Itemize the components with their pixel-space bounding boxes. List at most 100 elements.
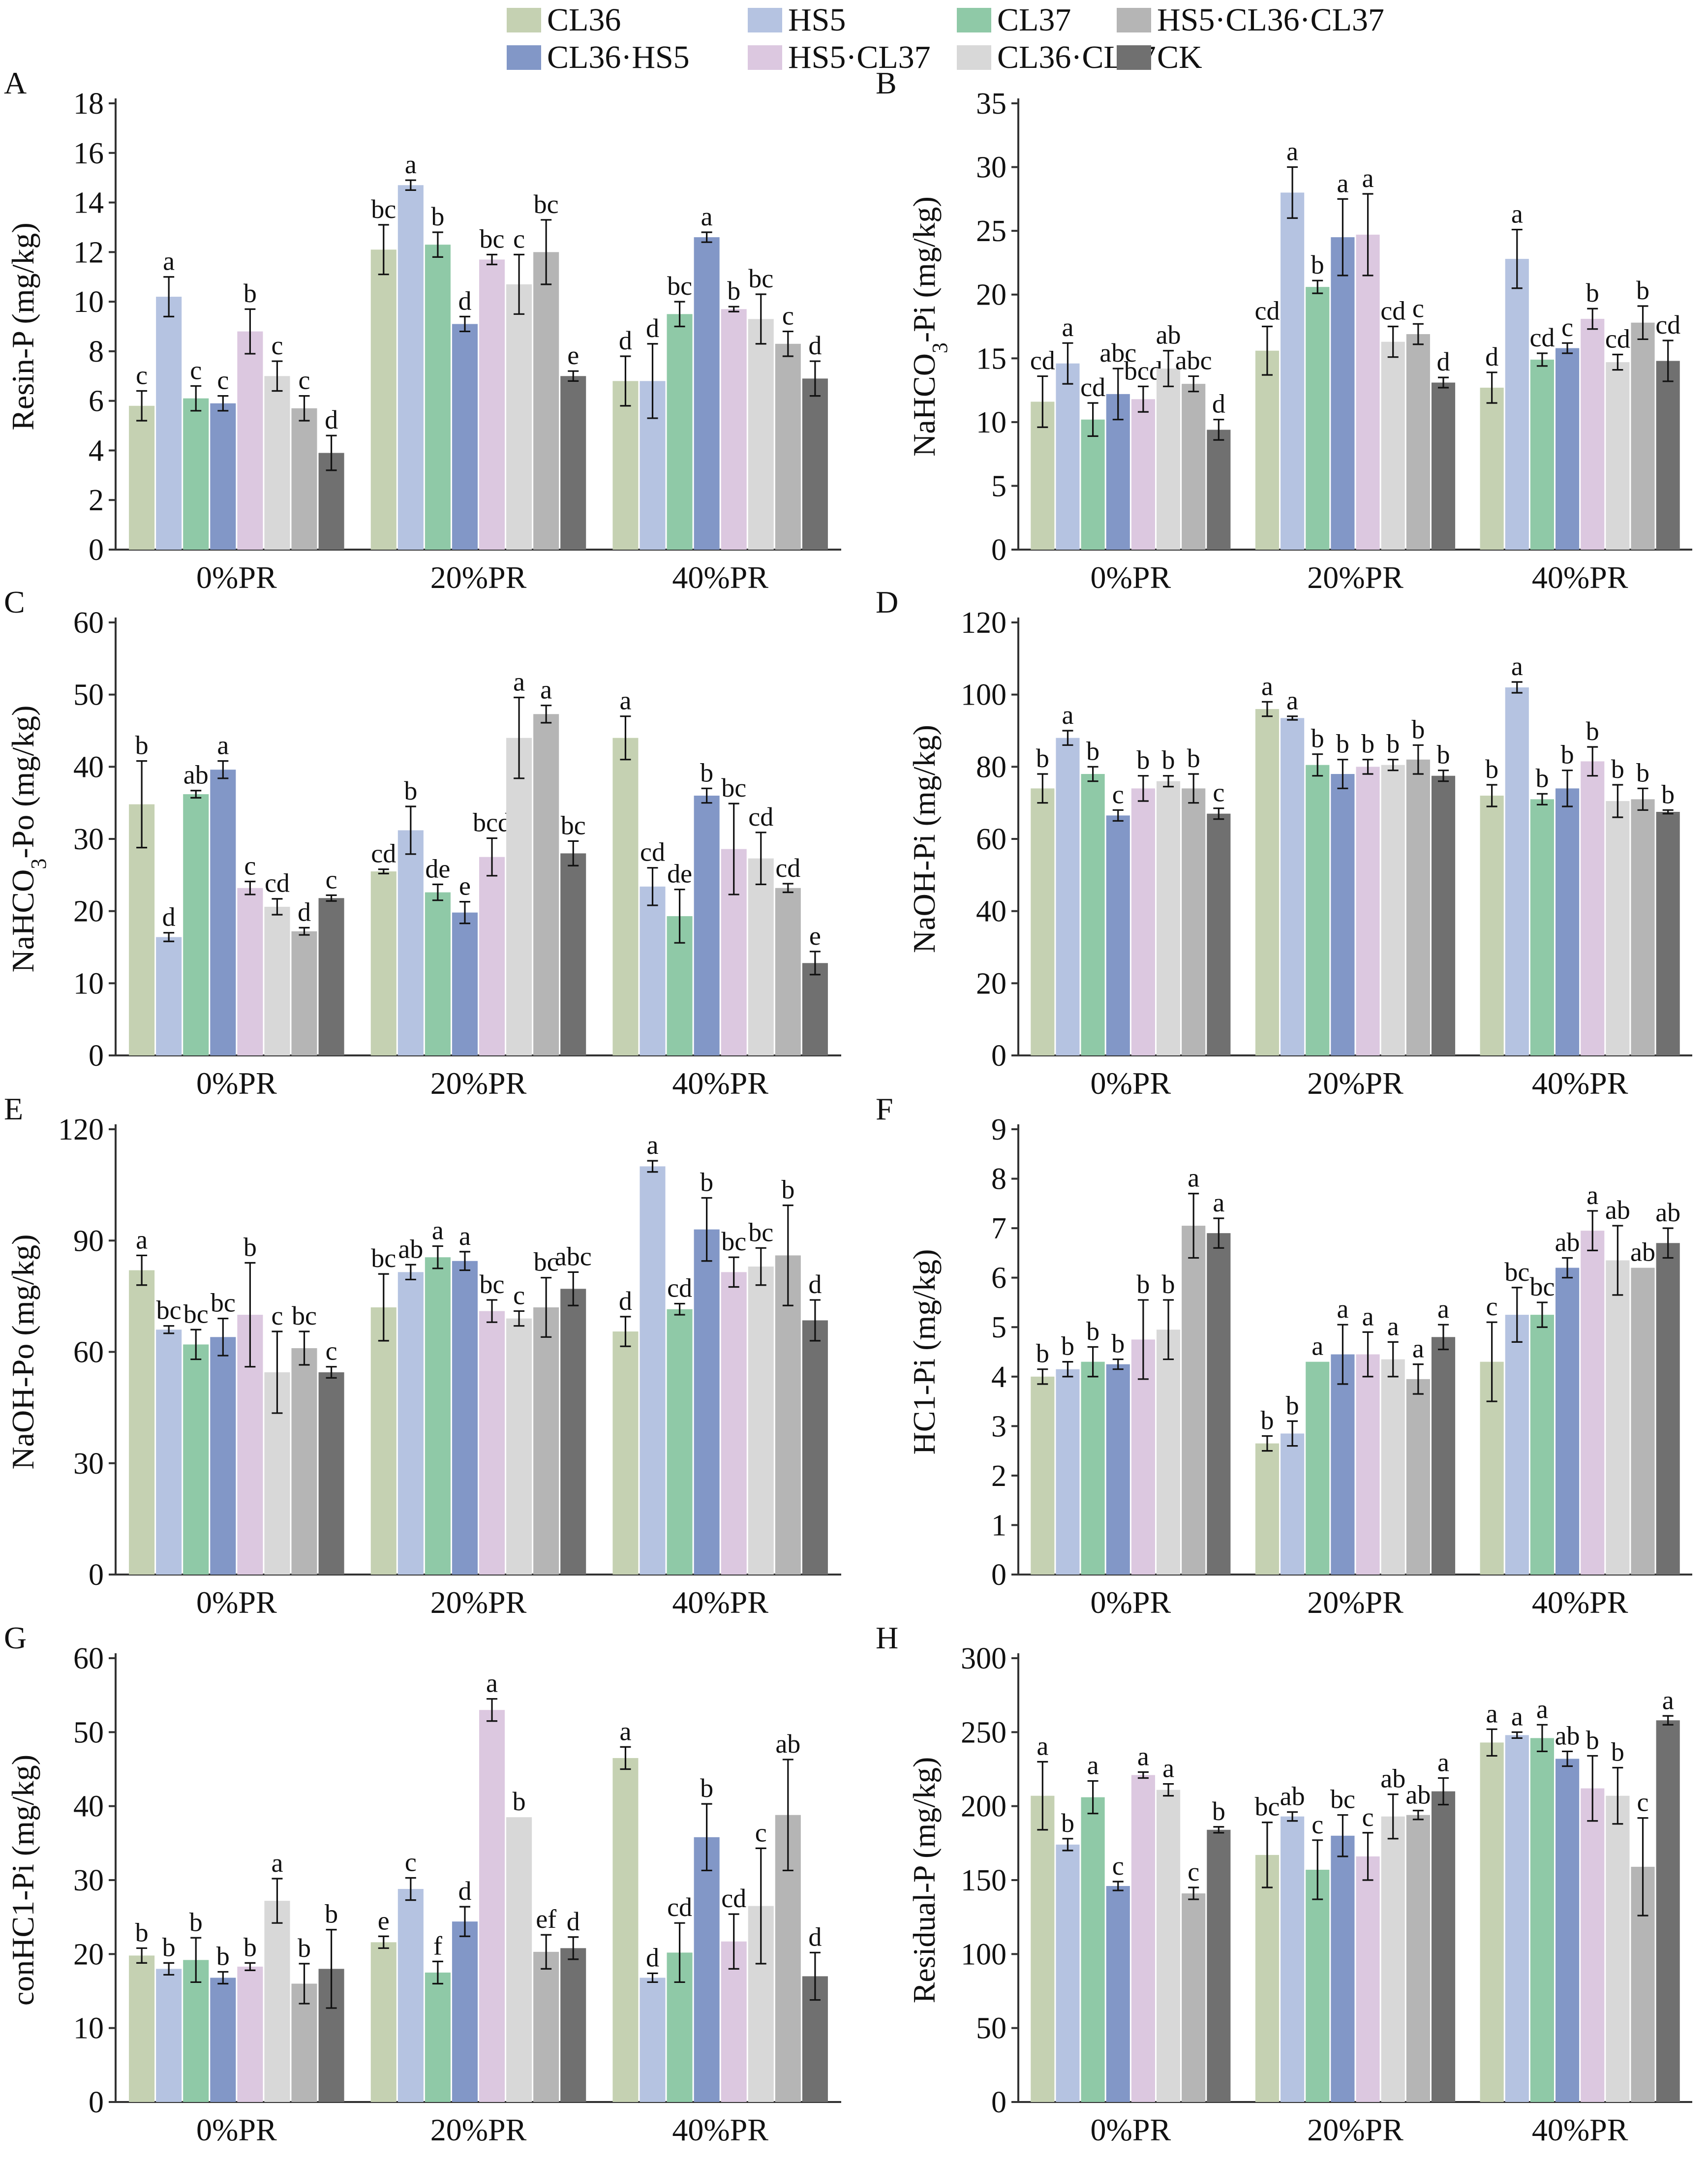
significance-letter: b xyxy=(700,758,713,787)
bar-hs5-cl36-cl37 xyxy=(1182,384,1206,550)
panel-letter: E xyxy=(4,1091,23,1126)
bar-hs5 xyxy=(1281,1433,1305,1575)
significance-letter: a xyxy=(1037,1731,1048,1761)
y-tick-label: 25 xyxy=(976,215,1006,248)
x-category-label: 20%PR xyxy=(430,560,527,595)
panel-letter: D xyxy=(876,585,898,619)
significance-letter: b xyxy=(1036,1339,1049,1368)
significance-letter: a xyxy=(1337,168,1348,198)
significance-letter: cd xyxy=(1080,372,1105,402)
bar-cl36-hs5 xyxy=(452,912,478,1055)
bar-cl36-hs5 xyxy=(1556,788,1580,1055)
bar-hs5-cl36-cl37 xyxy=(533,1307,559,1575)
significance-letter: abc xyxy=(555,1241,592,1271)
bar-cl36-hs5 xyxy=(1556,1759,1580,2102)
bar-hs5-cl36-cl37 xyxy=(1631,1267,1655,1575)
bar-cl36-hs5 xyxy=(1556,348,1580,550)
significance-letter: b xyxy=(189,1907,203,1937)
legend-swatch-ck xyxy=(1117,45,1151,70)
significance-letter: a xyxy=(1062,700,1073,730)
bar-hs5 xyxy=(156,1329,182,1575)
legend-swatch-cl36 xyxy=(507,8,541,32)
significance-letter: bc xyxy=(371,1243,396,1273)
significance-letter: ab xyxy=(1555,1721,1580,1750)
significance-letter: ab xyxy=(1555,1227,1580,1257)
bar-hs5 xyxy=(156,1969,182,2102)
significance-letter: b xyxy=(1311,724,1324,753)
bar-hs5-cl37 xyxy=(237,888,263,1055)
bar-hs5-cl36-cl37 xyxy=(291,1348,317,1575)
bar-cl36 xyxy=(612,1331,639,1575)
bar-cl36-hs5 xyxy=(452,1921,478,2102)
significance-letter: a xyxy=(136,1225,148,1254)
significance-letter: c xyxy=(217,366,229,395)
bar-ck xyxy=(1431,382,1456,550)
bar-hs5-cl37 xyxy=(1356,234,1380,550)
bar-ck xyxy=(1431,1337,1456,1575)
bar-cl36 xyxy=(1255,350,1280,550)
x-category-label: 40%PR xyxy=(1532,1066,1628,1101)
bar-hs5-cl37 xyxy=(479,1710,505,2102)
significance-letter: ef xyxy=(536,1904,556,1934)
y-tick-label: 14 xyxy=(73,186,104,220)
significance-letter: c xyxy=(271,1301,283,1330)
bar-cl37 xyxy=(183,398,209,550)
significance-letter: d xyxy=(1212,389,1225,419)
significance-letter: cd xyxy=(667,1273,692,1302)
y-tick-label: 20 xyxy=(73,1938,104,1971)
significance-letter: a xyxy=(1286,686,1298,715)
bar-cl37 xyxy=(1306,1869,1330,2102)
bar-hs5-cl37 xyxy=(721,1272,747,1575)
legend-label-hs5-cl37: HS5·CL37 xyxy=(788,39,931,75)
significance-letter: a xyxy=(1162,1754,1174,1783)
significance-letter: c xyxy=(1312,1810,1323,1839)
bar-hs5-cl36-cl37 xyxy=(1406,759,1430,1055)
bar-cl36-cl37 xyxy=(1381,1816,1405,2102)
y-tick-label: 50 xyxy=(73,679,104,712)
significance-letter: b xyxy=(1212,1796,1225,1826)
significance-letter: b xyxy=(1636,276,1649,305)
bar-cl36-hs5 xyxy=(1331,237,1355,550)
bar-cl36 xyxy=(129,1955,155,2102)
bar-cl36 xyxy=(1031,788,1055,1055)
x-category-label: 20%PR xyxy=(1307,1066,1403,1101)
x-category-label: 20%PR xyxy=(430,1066,527,1101)
significance-letter: b xyxy=(1136,1269,1150,1299)
x-category-label: 40%PR xyxy=(672,1066,768,1101)
bar-hs5-cl36-cl37 xyxy=(1631,322,1655,550)
significance-letter: d xyxy=(325,405,338,434)
y-tick-label: 16 xyxy=(73,137,104,170)
significance-letter: c xyxy=(244,851,256,881)
legend-swatch-hs5-cl36-cl37 xyxy=(1117,8,1151,32)
bar-cl36-cl37 xyxy=(506,738,532,1055)
bar-cl37 xyxy=(1306,1361,1330,1575)
significance-letter: d xyxy=(646,1943,659,1972)
significance-letter: ab xyxy=(1380,1764,1405,1793)
legend-label-ck: CK xyxy=(1157,39,1202,75)
y-tick-label: 80 xyxy=(976,750,1006,784)
significance-letter: ab xyxy=(1405,1780,1431,1810)
bar-cl37 xyxy=(425,245,451,550)
significance-letter: a xyxy=(540,675,552,705)
significance-letter: c xyxy=(271,331,283,360)
panel-letter: B xyxy=(876,65,897,100)
bar-ck xyxy=(1431,775,1456,1055)
significance-letter: a xyxy=(647,1130,659,1160)
bar-ck xyxy=(560,1948,586,2102)
y-tick-label: 15 xyxy=(976,342,1006,375)
significance-letter: d xyxy=(619,1286,632,1316)
x-category-label: 0%PR xyxy=(196,2112,277,2147)
bar-cl37 xyxy=(1081,1361,1105,1575)
significance-letter: bc xyxy=(534,1247,559,1277)
significance-letter: b xyxy=(1561,740,1574,770)
bar-hs5 xyxy=(1505,687,1529,1055)
significance-letter: e xyxy=(459,871,471,901)
significance-letter: a xyxy=(1412,1334,1424,1363)
bar-cl37 xyxy=(667,314,693,550)
significance-letter: d xyxy=(808,331,822,360)
y-tick-label: 6 xyxy=(991,1262,1006,1295)
legend-label-cl37: CL37 xyxy=(997,2,1071,38)
bar-cl37 xyxy=(1306,765,1330,1055)
